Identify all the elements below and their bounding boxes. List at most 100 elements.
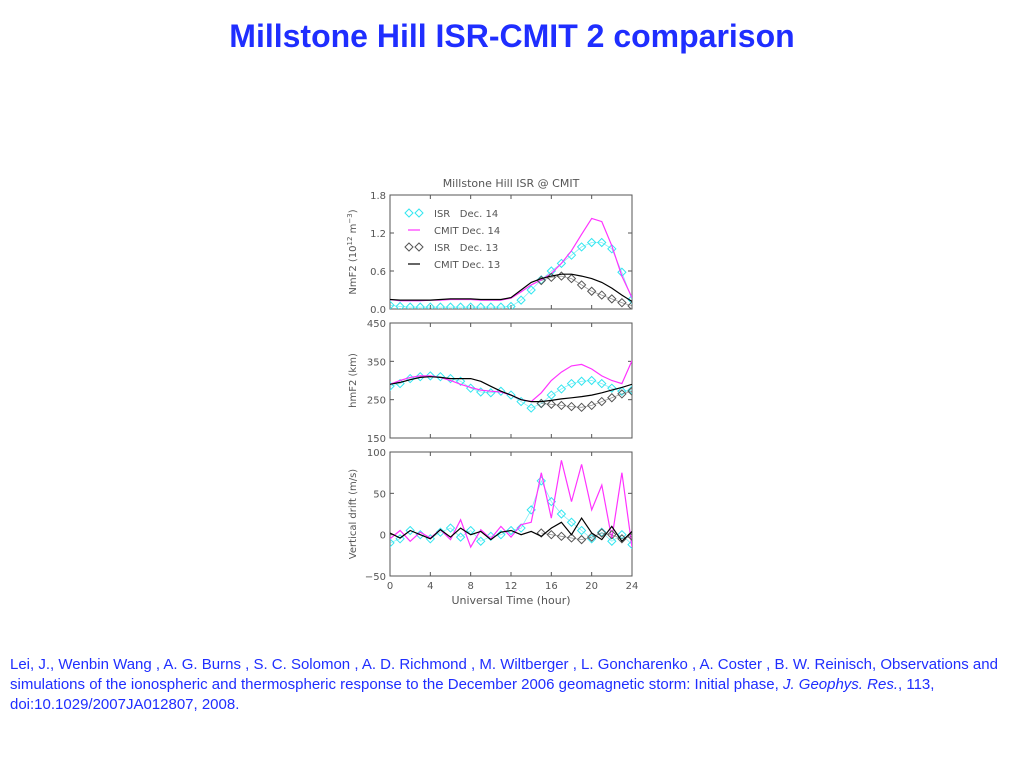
series-1: [390, 371, 632, 413]
data-point: [486, 302, 496, 309]
data-point: [576, 525, 587, 536]
data-point: [435, 371, 446, 382]
chart-figure: 0.0 0.6 1.2 1.8 NmF2 (1012 m−3) Millstone Hil…: [330, 165, 650, 620]
series-line: [390, 516, 632, 543]
data-point: [546, 529, 557, 540]
data-point: [617, 386, 627, 396]
data-point: [597, 290, 607, 300]
panel-1: 0.0 0.6 1.2 1.8 NmF2 (1012 m−3) Millstone Hil…: [346, 177, 633, 316]
x-axis-label: Universal Time (hour): [451, 594, 570, 607]
x-tick-label: 16: [545, 581, 558, 592]
data-point: [476, 536, 486, 546]
data-point: [516, 523, 526, 533]
legend-label: CMIT Dec. 13: [434, 260, 500, 271]
y-tick-label: 0.0: [370, 305, 386, 316]
data-point: [627, 385, 632, 395]
data-point: [476, 302, 486, 309]
data-point: [586, 400, 597, 411]
data-point: [586, 532, 597, 542]
data-point: [617, 389, 627, 399]
data-point: [576, 280, 587, 290]
data-point: [425, 302, 436, 309]
data-point: [390, 381, 395, 391]
y-tick-label: 1.8: [370, 191, 386, 202]
y-tick-label: 1.2: [370, 229, 386, 240]
data-point: [566, 378, 577, 389]
data-point: [607, 244, 617, 254]
y-axis-label: Vertical drift (m/s): [348, 469, 359, 560]
legend-swatch: [414, 242, 424, 252]
data-point: [506, 525, 516, 536]
data-point: [390, 538, 395, 548]
legend-label: ISR Dec. 14: [434, 209, 498, 220]
y-tick-label: 100: [367, 448, 386, 459]
series-line: [390, 376, 632, 403]
y-tick-label: 450: [367, 319, 386, 330]
citation: Lei, J., Wenbin Wang , A. G. Burns , S. …: [10, 655, 1010, 715]
data-point: [556, 531, 567, 542]
data-point: [496, 529, 506, 540]
data-point: [395, 301, 405, 309]
y-axis-label: NmF2 (1012 m−3): [346, 209, 359, 294]
data-point: [455, 376, 466, 386]
data-point: [405, 302, 415, 309]
y-tick-label: 250: [367, 396, 386, 407]
data-point: [516, 295, 526, 305]
series-line: [390, 242, 632, 308]
data-point: [627, 301, 632, 309]
series-line: [541, 275, 632, 307]
data-point: [576, 376, 587, 386]
series-line: [541, 390, 632, 408]
data-point: [607, 393, 617, 403]
x-tick-label: 4: [427, 581, 433, 592]
data-point: [546, 266, 557, 276]
data-point: [617, 297, 627, 308]
data-point: [607, 536, 617, 546]
slide-title: Millstone Hill ISR-CMIT 2 comparison: [229, 18, 795, 54]
data-point: [546, 390, 557, 400]
data-point: [425, 371, 436, 381]
x-tick-label: 0: [387, 581, 393, 592]
data-point: [526, 403, 536, 413]
data-point: [556, 258, 567, 269]
data-point: [586, 237, 597, 248]
data-point: [607, 383, 617, 393]
legend-label: ISR Dec. 13: [434, 243, 498, 254]
data-point: [627, 294, 632, 305]
series-2: [390, 217, 632, 302]
x-tick-label: 12: [505, 581, 518, 592]
data-point: [627, 386, 632, 396]
data-point: [576, 534, 587, 545]
y-tick-label: 350: [367, 357, 386, 368]
data-point: [597, 378, 607, 389]
data-point: [536, 476, 546, 486]
data-point: [597, 528, 607, 538]
data-point: [607, 294, 617, 304]
data-point: [607, 529, 617, 540]
y-tick-label: 50: [373, 489, 386, 500]
y-tick-label: 150: [367, 434, 386, 445]
data-point: [465, 302, 476, 309]
x-tick-label: 20: [585, 581, 598, 592]
legend-label: CMIT Dec. 14: [434, 226, 500, 237]
series-1: [390, 237, 632, 309]
data-point: [415, 302, 425, 309]
data-point: [526, 285, 536, 295]
series-3: [536, 386, 632, 413]
data-point: [445, 523, 456, 533]
data-point: [496, 302, 506, 309]
legend-swatch: [414, 208, 424, 218]
panel-frame: [389, 451, 633, 577]
data-point: [506, 301, 516, 309]
data-point: [576, 402, 587, 413]
series-line: [390, 273, 632, 302]
data-point: [455, 302, 466, 309]
data-point: [536, 528, 546, 538]
data-point: [627, 539, 632, 550]
citation-journal: J. Geophys. Res.: [782, 676, 898, 693]
data-point: [556, 384, 567, 394]
data-point: [627, 531, 632, 542]
panel-2: 150 250 350 450 hmF2 (km): [348, 319, 633, 445]
series-4: [390, 516, 632, 543]
data-point: [586, 286, 597, 296]
